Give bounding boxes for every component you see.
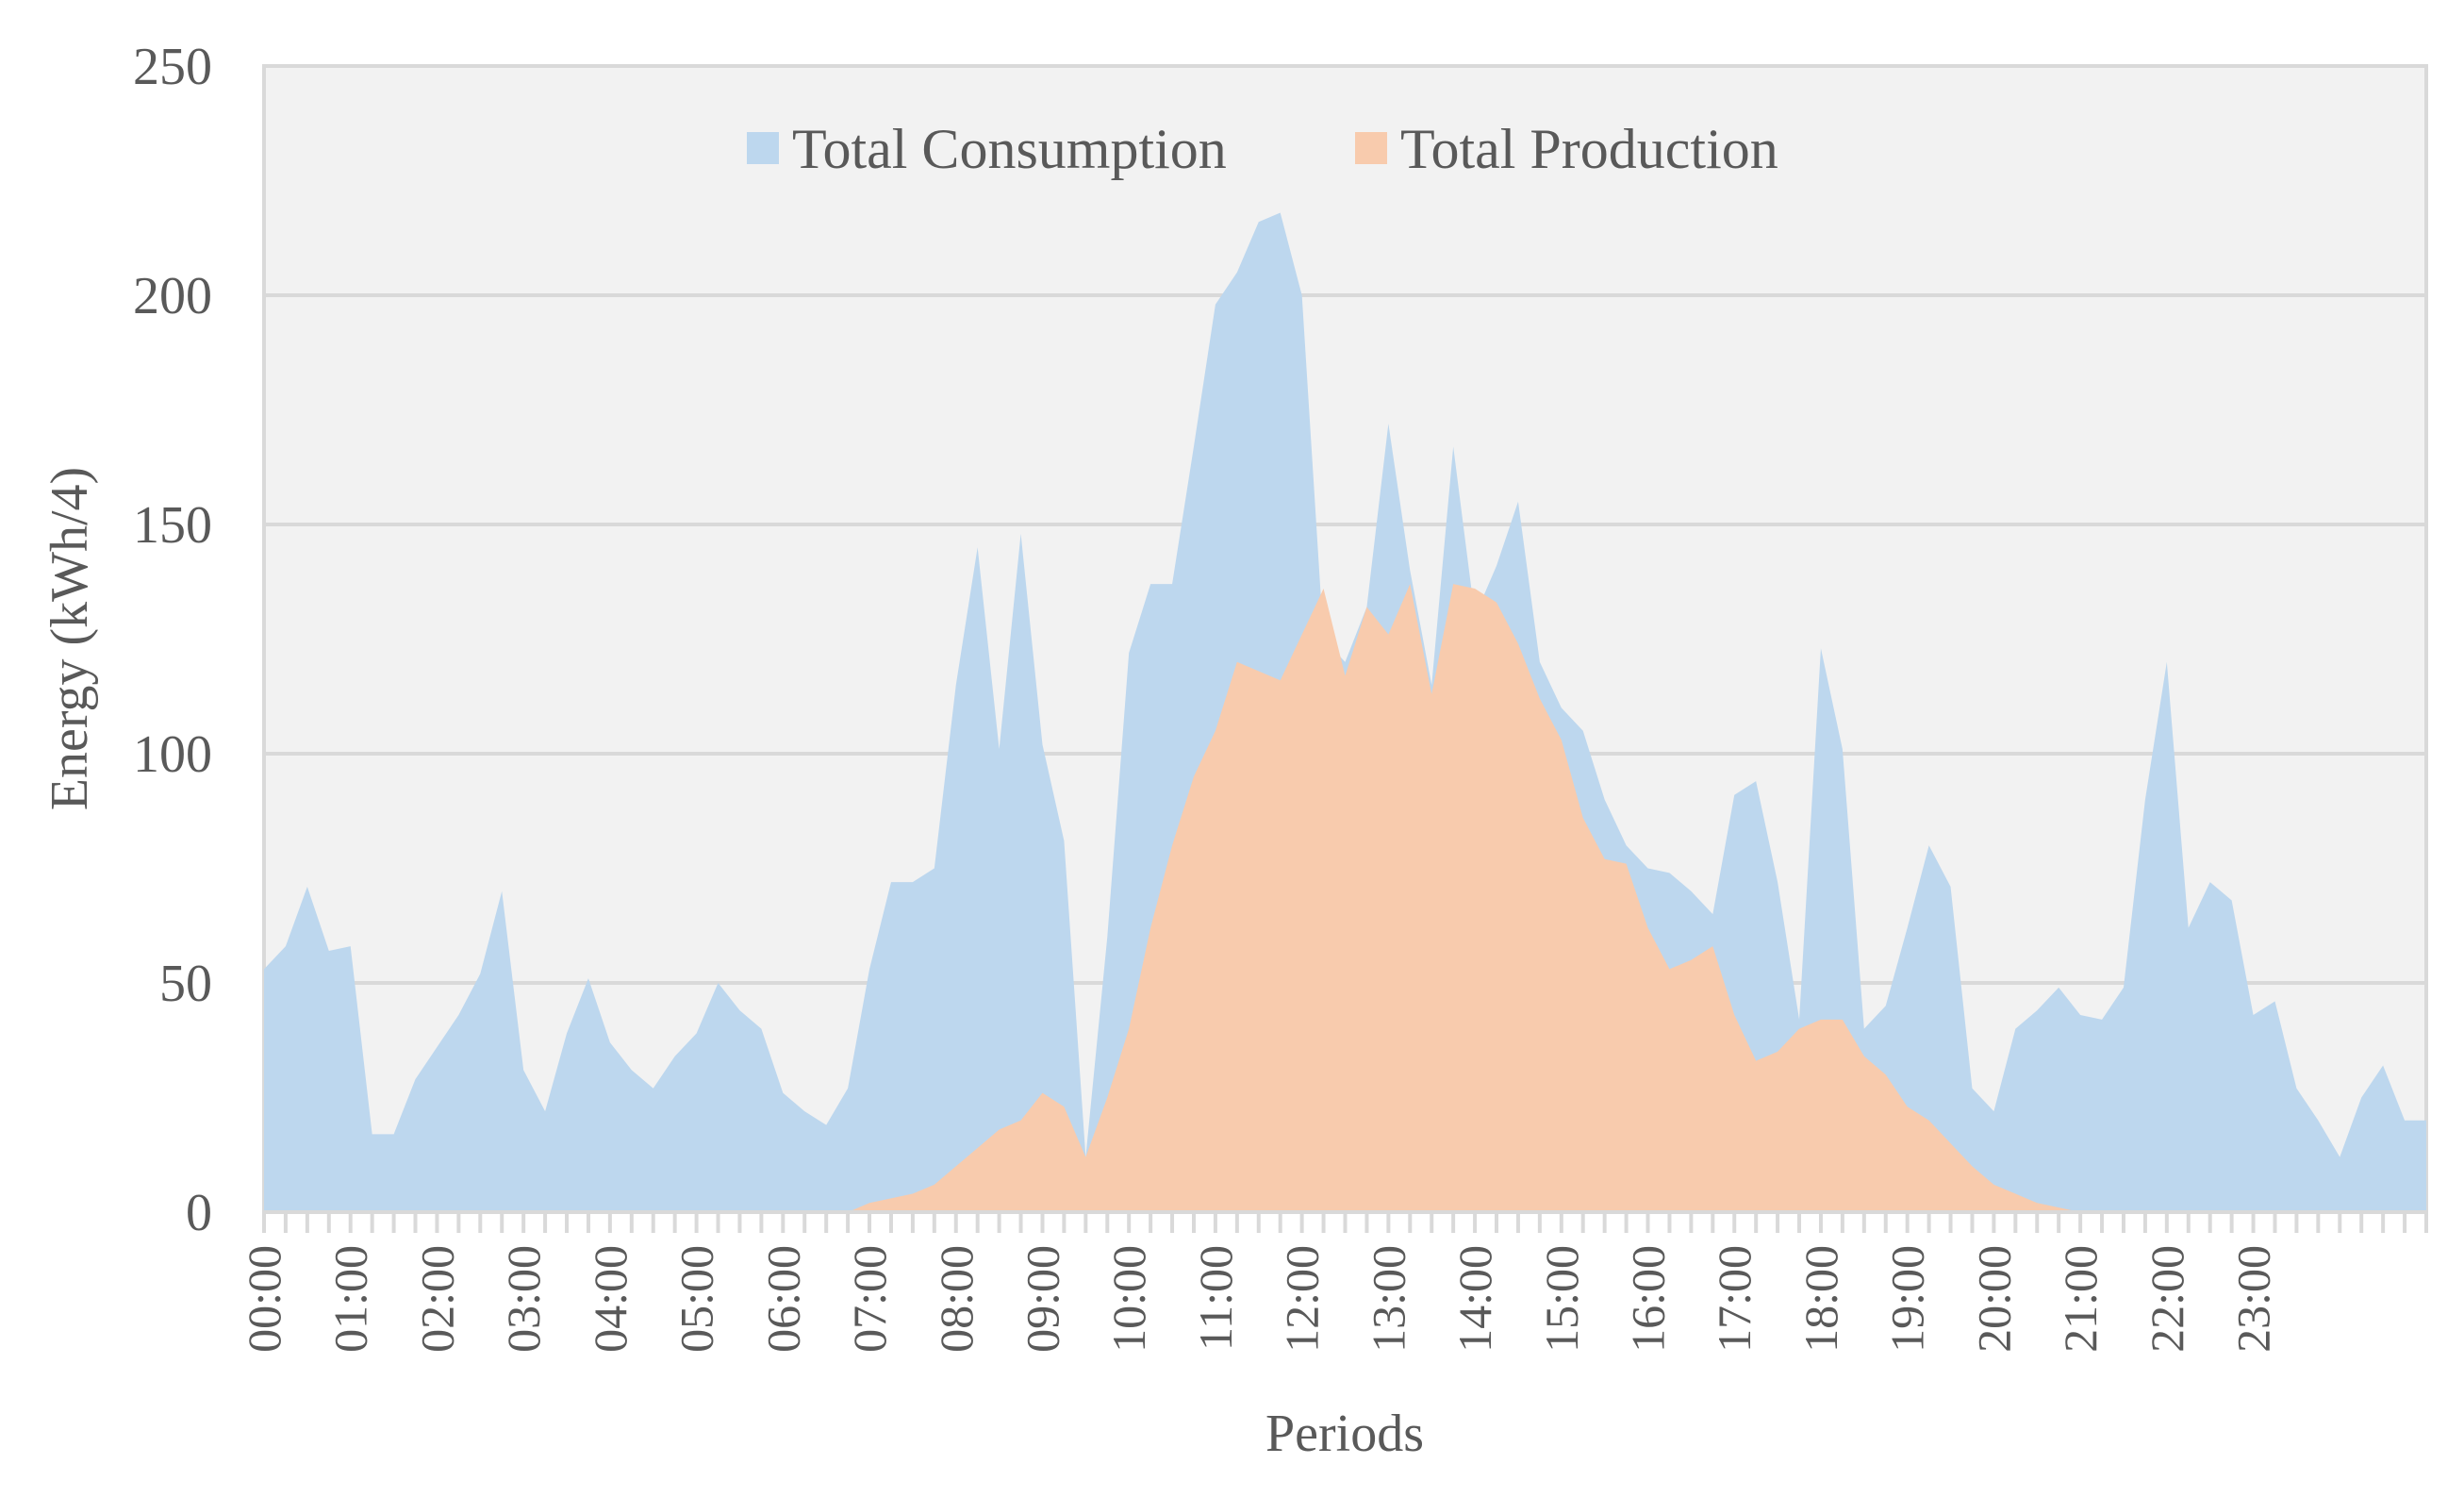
legend-label: Total Consumption <box>792 118 1227 180</box>
x-tick-label-0800: 08:00 <box>930 1245 983 1353</box>
y-tick-label-250: 250 <box>133 38 212 96</box>
x-tick-label-1200: 12:00 <box>1276 1245 1329 1353</box>
y-axis-title: Energy (kWh/4) <box>41 467 99 810</box>
x-tick-label-1600: 16:00 <box>1622 1245 1675 1353</box>
y-tick-label-50: 50 <box>159 955 212 1013</box>
legend-swatch <box>1355 132 1387 164</box>
x-tick-label-1300: 13:00 <box>1362 1245 1414 1353</box>
x-axis-ticks: 00:00 01:00 02:00 03:00 04:00 05:00 06:00 07:00… <box>238 1212 2428 1353</box>
x-tick-label-1800: 18:00 <box>1794 1245 1847 1353</box>
x-tick-label-0500: 05:00 <box>670 1245 723 1353</box>
x-tick-label-0900: 09:00 <box>1016 1245 1068 1353</box>
x-tick-label-2100: 21:00 <box>2054 1245 2107 1353</box>
x-tick-label-0300: 03:00 <box>497 1245 550 1353</box>
x-tick-label-1500: 15:00 <box>1535 1245 1588 1353</box>
y-tick-label-0: 0 <box>186 1184 212 1242</box>
y-tick-label-150: 150 <box>133 496 212 555</box>
legend-swatch <box>747 132 779 164</box>
y-tick-label-100: 100 <box>133 725 212 784</box>
legend-item-total-production: Total Production <box>1355 118 1778 180</box>
x-tick-label-0100: 01:00 <box>324 1245 377 1353</box>
x-tick-label-0400: 04:00 <box>584 1245 637 1353</box>
x-tick-label-0600: 06:00 <box>756 1245 809 1353</box>
y-tick-label-200: 200 <box>133 267 212 325</box>
x-tick-label-0200: 02:00 <box>410 1245 463 1353</box>
x-tick-label-1700: 17:00 <box>1708 1245 1761 1353</box>
x-tick-label-1900: 19:00 <box>1881 1245 1934 1353</box>
x-tick-label-1100: 11:00 <box>1189 1245 1242 1351</box>
x-tick-label-1000: 10:00 <box>1102 1245 1155 1353</box>
series-area-total-production <box>264 584 2426 1212</box>
legend-label: Total Production <box>1400 118 1778 180</box>
x-tick-label-2200: 22:00 <box>2141 1245 2193 1353</box>
x-tick-label-0000: 00:00 <box>238 1245 290 1353</box>
x-tick-label-2300: 23:00 <box>2227 1245 2280 1353</box>
y-axis-tick-labels: 0 50 100 150 200 250 <box>133 38 212 1242</box>
x-axis-title: Periods <box>1265 1405 1424 1463</box>
legend-item-total-consumption: Total Consumption <box>747 118 1227 180</box>
legend: Total Consumption Total Production <box>747 118 1778 180</box>
x-tick-label-0700: 07:00 <box>843 1245 896 1353</box>
x-tick-label-1400: 14:00 <box>1448 1245 1501 1353</box>
x-tick-label-2000: 20:00 <box>1967 1245 2020 1353</box>
